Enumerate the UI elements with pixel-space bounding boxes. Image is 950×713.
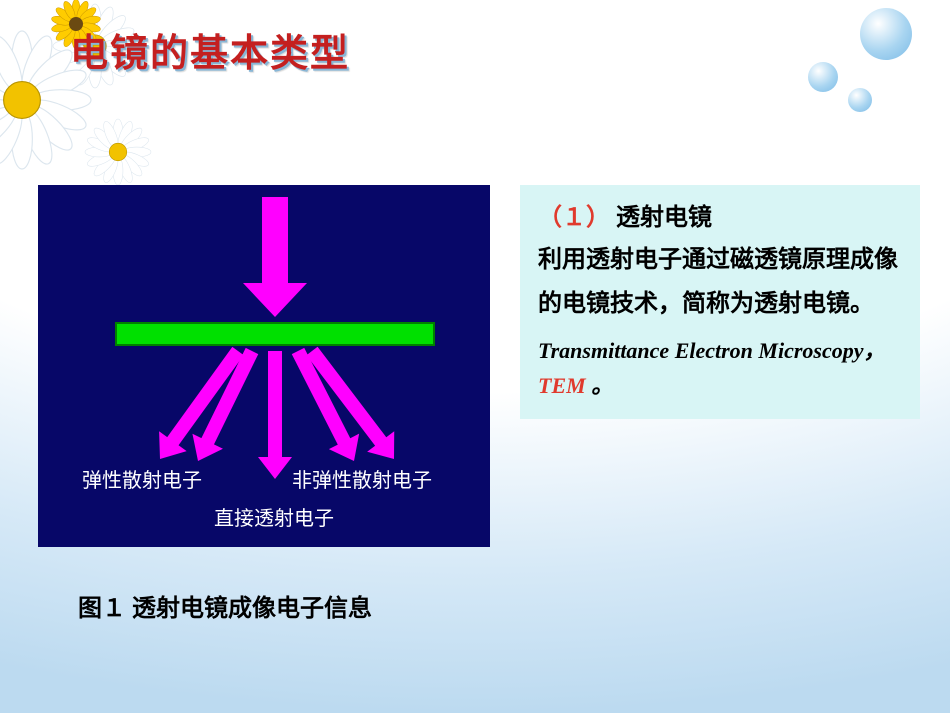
description-english: Transmittance Electron Microscopy， TEM 。 — [538, 333, 906, 403]
english-suffix: 。 — [586, 373, 614, 398]
description-index: （１） — [538, 205, 610, 231]
bubble-deco — [860, 8, 912, 60]
slide-title: 电镜的基本类型 — [70, 22, 350, 77]
bubble-deco — [808, 62, 838, 92]
figure-caption: 图１ 透射电镜成像电子信息 — [78, 588, 372, 623]
tem-diagram: 弹性散射电子 非弹性散射电子直接透射电子 — [38, 185, 490, 547]
svg-text:直接透射电子: 直接透射电子 — [214, 507, 334, 530]
description-box: （１） 透射电镜 利用透射电子通过磁透镜原理成像的电镜技术，简称为透射电镜。 T… — [520, 185, 920, 419]
bubble-deco — [848, 88, 872, 112]
tem-diagram-svg: 弹性散射电子 非弹性散射电子直接透射电子 — [38, 185, 490, 547]
english-prefix: Transmittance Electron Microscopy， — [538, 338, 886, 363]
description-heading-text: 透射电镜 — [610, 205, 712, 231]
description-body: 利用透射电子通过磁透镜原理成像的电镜技术，简称为透射电镜。 — [538, 238, 906, 327]
svg-text:弹性散射电子: 弹性散射电子 — [82, 469, 202, 492]
tem-abbrev: TEM — [538, 373, 586, 398]
description-heading: （１） 透射电镜 — [538, 197, 906, 232]
svg-text:非弹性散射电子: 非弹性散射电子 — [292, 469, 432, 492]
